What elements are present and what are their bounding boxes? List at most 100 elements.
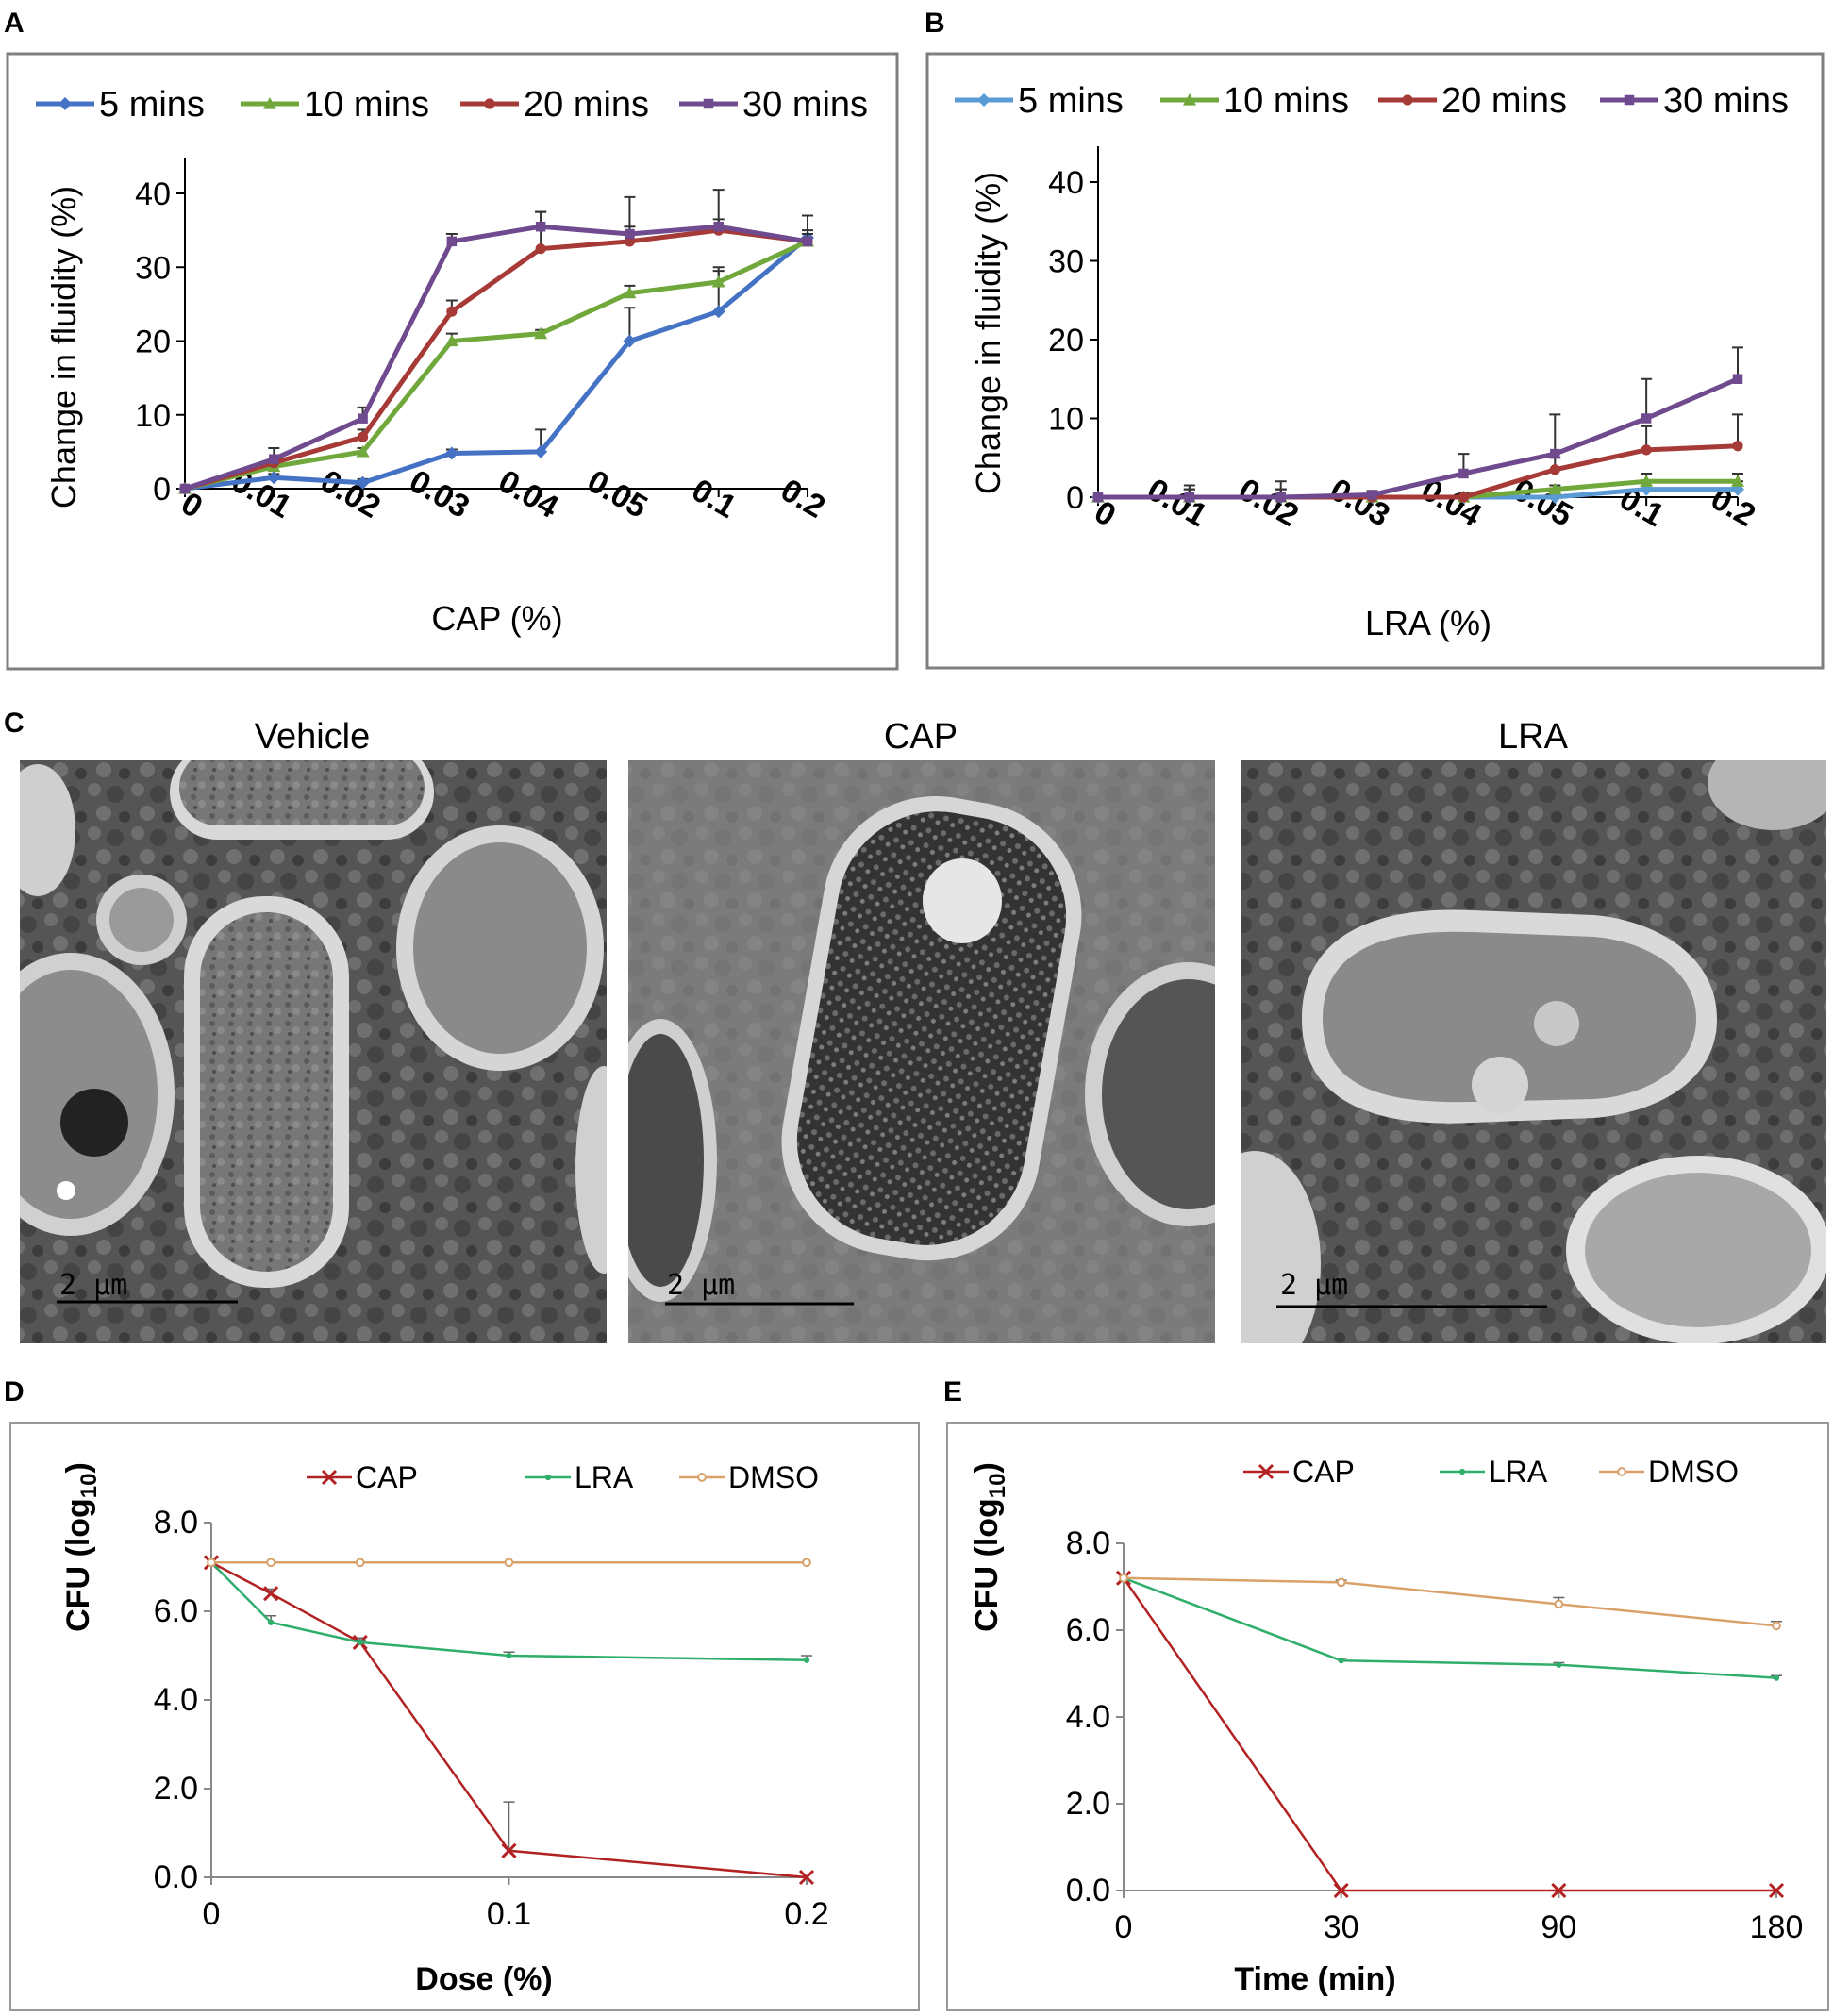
data-point <box>1548 482 1562 495</box>
data-point <box>802 1558 811 1568</box>
data-point <box>355 1558 365 1568</box>
y-tick-label: 10 <box>135 398 171 434</box>
x-tick-label: 0.04 <box>492 463 564 525</box>
legend-marker <box>484 98 495 109</box>
y-tick-label: 40 <box>135 176 171 212</box>
em-title-lra: LRA <box>1498 717 1569 757</box>
legend-entry: 20 mins <box>460 85 649 125</box>
y-tick-label: 20 <box>1048 323 1084 358</box>
legend-label: 30 mins <box>1663 81 1789 121</box>
chart-a-ylabel: Change in fluidity (%) <box>44 186 83 508</box>
x-tick-label: 0 <box>203 1896 221 1932</box>
legend-entry: LRA <box>1440 1455 1548 1489</box>
data-point <box>1732 374 1743 384</box>
legend-marker <box>544 1474 552 1481</box>
legend-entry: DMSO <box>679 1460 819 1494</box>
series-line <box>1123 1576 1777 1679</box>
data-point <box>1458 492 1470 503</box>
x-tick-label: 0.02 <box>314 463 386 525</box>
legend-entry: 20 mins <box>1378 81 1567 121</box>
em-title-cap: CAP <box>884 717 958 757</box>
data-point <box>506 1652 512 1659</box>
data-point <box>1768 1882 1785 1899</box>
series-LRA <box>1120 1574 1782 1681</box>
error-bar <box>1641 377 1653 419</box>
x-tick-label: 0.02 <box>1232 472 1304 534</box>
legend-marker <box>703 98 714 109</box>
data-point <box>802 236 813 247</box>
legend-label: LRA <box>575 1460 634 1494</box>
panel-b-frame <box>925 52 1825 670</box>
data-point <box>357 1639 363 1646</box>
data-point <box>1554 1599 1564 1609</box>
x-tick-label: 0.1 <box>686 472 742 525</box>
series-line <box>210 1561 808 1661</box>
legend-entry: 5 mins <box>955 81 1124 121</box>
y-tick-label: 40 <box>1048 165 1084 201</box>
data-point <box>207 1558 216 1568</box>
series-line <box>184 224 808 492</box>
data-point <box>269 454 279 464</box>
error-bar <box>1732 346 1743 379</box>
x-tick-label: 30 <box>1324 1909 1359 1945</box>
data-point <box>623 286 637 299</box>
legend-label: 20 mins <box>1441 81 1567 121</box>
chart-a: Change in fluidity (%) CAP (%) 0 10 20 30 40… <box>36 85 868 638</box>
data-point <box>1640 475 1654 487</box>
series-LRA <box>208 1559 812 1663</box>
chart-e-xlabel: Time (min) <box>1234 1961 1395 1997</box>
error-bar <box>503 1801 515 1851</box>
legend-marker <box>1458 1468 1466 1475</box>
x-tick-label: 0.1 <box>487 1896 531 1932</box>
legend-entry: 5 mins <box>36 85 205 125</box>
y-tick-label: 4.0 <box>154 1682 198 1718</box>
series-line <box>184 239 809 492</box>
panel-label-d: D <box>4 1376 25 1408</box>
data-point <box>356 444 370 458</box>
y-tick-label: 10 <box>1048 402 1084 438</box>
y-tick-label: 0 <box>153 472 171 508</box>
data-point <box>179 483 191 494</box>
data-point <box>1641 413 1652 424</box>
em-image-lra: 2 μm <box>1241 760 1826 1343</box>
y-tick-label: 30 <box>1048 244 1084 280</box>
legend-label: 20 mins <box>524 85 649 125</box>
y-tick-label: 6.0 <box>154 1593 198 1629</box>
data-point <box>535 243 546 255</box>
y-tick-label: 2.0 <box>1066 1786 1110 1822</box>
data-point <box>713 221 724 232</box>
series-30-mins <box>1092 346 1743 503</box>
panel-a-frame <box>6 52 899 671</box>
panel-label-b: B <box>925 8 945 39</box>
data-point <box>358 413 368 424</box>
series-line <box>184 227 808 492</box>
legend-marker <box>977 93 991 107</box>
y-tick-label: 8.0 <box>1066 1525 1110 1561</box>
y-tick-label: 8.0 <box>154 1505 198 1541</box>
legend-label: CAP <box>1292 1455 1355 1489</box>
data-point <box>1092 492 1104 503</box>
x-tick-label: 90 <box>1541 1909 1576 1945</box>
data-point <box>1184 492 1195 503</box>
error-bar <box>624 195 636 235</box>
data-point <box>267 471 281 485</box>
x-tick-label: 0.2 <box>775 472 831 525</box>
y-tick-label: 0.0 <box>154 1859 198 1895</box>
data-point <box>1550 448 1560 459</box>
y-tick-label: 6.0 <box>1066 1612 1110 1648</box>
legend-marker <box>1624 94 1635 106</box>
data-point <box>446 306 458 317</box>
legend-label: 30 mins <box>742 85 868 125</box>
x-tick-label: 0.03 <box>1324 472 1395 534</box>
data-point <box>1549 464 1560 475</box>
data-point <box>623 334 637 348</box>
data-point <box>1641 444 1652 456</box>
y-tick-label: 0.0 <box>1066 1873 1110 1908</box>
series-CAP <box>1115 1570 1785 1899</box>
y-tick-label: 30 <box>135 250 171 286</box>
data-point <box>711 305 725 319</box>
em-image-vehicle: 2 μm <box>20 760 607 1343</box>
x-tick-label: 0.2 <box>784 1896 828 1932</box>
legend-marker <box>697 1473 707 1482</box>
